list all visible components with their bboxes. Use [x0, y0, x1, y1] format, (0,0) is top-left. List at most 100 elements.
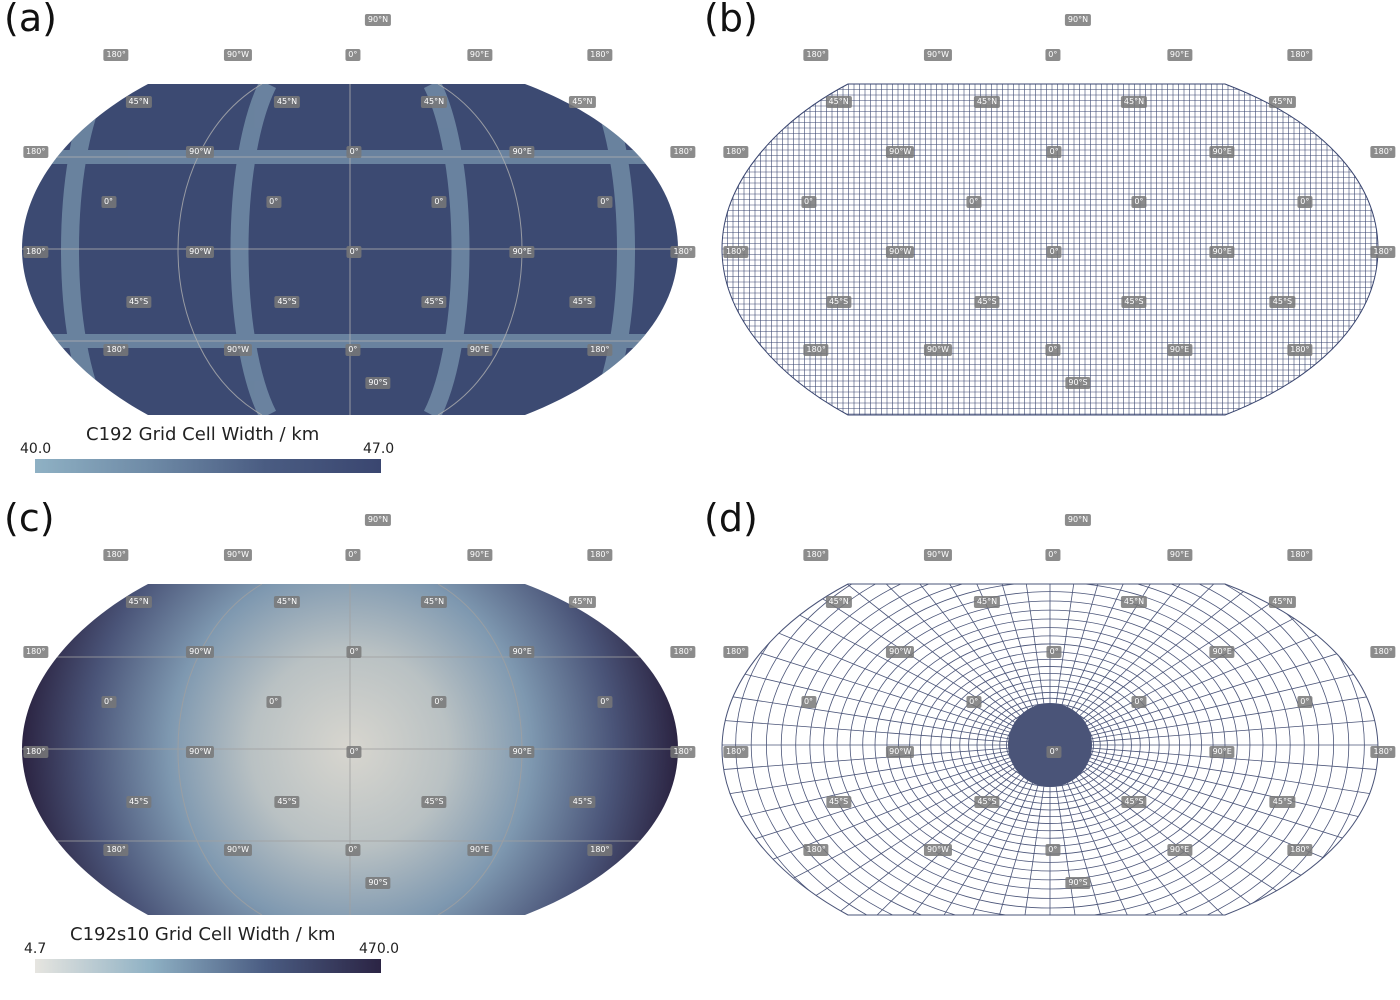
graticule-label: 90°E — [509, 246, 535, 258]
graticule-label: 90°E — [1209, 746, 1235, 758]
graticule-label: 0° — [1131, 196, 1147, 208]
graticule-label: 180° — [23, 246, 49, 258]
graticule-label: 0° — [346, 146, 362, 158]
graticule-label: 0° — [800, 696, 817, 708]
graticule-label: 90°E — [509, 146, 535, 158]
graticule-label: 90°S — [1065, 877, 1091, 889]
graticule-label: 0° — [966, 696, 982, 708]
graticule-label: 90°W — [186, 246, 215, 258]
graticule-label: 90°W — [223, 549, 253, 561]
graticule-label: 0° — [597, 696, 613, 708]
graticule-label: 90°E — [1209, 246, 1235, 258]
graticule-label: 45°S — [569, 296, 596, 308]
graticule-label: 90°W — [886, 146, 915, 158]
graticule-label: 180° — [103, 49, 129, 61]
graticule-label: 45°S — [974, 296, 1000, 308]
graticule-label: 0° — [100, 696, 117, 708]
graticule-label: 45°S — [825, 796, 852, 808]
graticule-label: 90°W — [186, 146, 215, 158]
graticule-label: 0° — [1046, 146, 1062, 158]
graticule-label: 90°W — [223, 49, 253, 61]
graticule-label: 180° — [1370, 746, 1396, 758]
graticule-label: 45°N — [569, 96, 596, 108]
graticule-label: 45°N — [1269, 596, 1296, 608]
graticule-label: 0° — [266, 696, 282, 708]
graticule-label: 0° — [1297, 696, 1313, 708]
graticule-label: 0° — [345, 549, 361, 561]
graticule-label: 90°E — [1166, 49, 1193, 61]
graticule-label: 180° — [803, 844, 829, 856]
graticule-label: 0° — [1045, 844, 1061, 856]
graticule-label: 180° — [1370, 646, 1396, 658]
graticule-label: 0° — [100, 196, 117, 208]
graticule-label: 90°S — [1065, 377, 1091, 389]
graticule-label: 45°N — [973, 596, 1001, 608]
graticule-label: 0° — [346, 746, 362, 758]
colorbar — [35, 959, 381, 973]
graticule-label: 180° — [1370, 246, 1396, 258]
graticule-label: 180° — [23, 146, 49, 158]
graticule-label: 45°N — [273, 96, 301, 108]
panel-letter: (b) — [704, 0, 758, 40]
graticule-label: 180° — [587, 549, 613, 561]
graticule-label: 90°W — [923, 549, 953, 561]
graticule-label: 90°W — [923, 344, 953, 356]
panel-b: (b) 90°N 180° 90°W 0° 90°E 180° 45°N 45°N 45°N 45… — [700, 0, 1400, 500]
graticule-label: 180° — [803, 49, 829, 61]
graticule-label: 45°S — [1121, 296, 1147, 308]
dense-core — [1008, 703, 1092, 787]
graticule-label: 45°N — [1269, 96, 1296, 108]
graticule-label: 0° — [597, 196, 613, 208]
graticule-label: 90°E — [1166, 549, 1193, 561]
graticule-label: 0° — [345, 344, 361, 356]
graticule-label: 180° — [1287, 549, 1313, 561]
graticule-label: 0° — [345, 844, 361, 856]
graticule-label: 180° — [23, 646, 49, 658]
graticule-label: 45°N — [420, 596, 448, 608]
colorbar-title: C192 Grid Cell Width / km — [86, 424, 320, 445]
graticule-label: 180° — [723, 646, 749, 658]
graticule-label: 45°N — [569, 596, 596, 608]
graticule-label: 180° — [103, 344, 129, 356]
graticule-label: 180° — [723, 246, 749, 258]
panel-letter: (c) — [4, 496, 55, 540]
map-outline — [721, 83, 1379, 416]
graticule-label: 0° — [1046, 746, 1062, 758]
map-outline — [721, 583, 1379, 916]
colorbar-max: 47.0 — [363, 441, 395, 457]
graticule-label: 90°W — [923, 844, 953, 856]
colorbar-max: 470.0 — [359, 941, 400, 957]
graticule-label: 45°S — [421, 796, 447, 808]
graticule-label: 90°W — [886, 646, 915, 658]
graticule-label: 0° — [800, 196, 817, 208]
panel-a: (a) 90°N 180° 90°W 0° 90°E 180° 45°N 45°N 45°N 45… — [0, 0, 700, 500]
graticule-label: 90°N — [1064, 514, 1092, 526]
graticule-label: 90°E — [1166, 344, 1193, 356]
graticule-label: 90°S — [365, 377, 391, 389]
graticule-label: 90°W — [886, 746, 915, 758]
graticule-label: 180° — [803, 549, 829, 561]
graticule-label: 0° — [345, 49, 361, 61]
graticule-label: 90°W — [886, 246, 915, 258]
colorbar — [35, 459, 381, 473]
graticule-label: 45°S — [1269, 796, 1296, 808]
graticule-label: 90°W — [223, 344, 253, 356]
graticule-label: 0° — [346, 646, 362, 658]
panel-letter: (a) — [4, 0, 57, 40]
graticule-label: 45°S — [274, 296, 300, 308]
graticule-label: 180° — [23, 746, 49, 758]
graticule-label: 90°E — [1166, 844, 1193, 856]
graticule-label: 45°S — [125, 796, 152, 808]
graticule-label: 45°N — [825, 596, 852, 608]
colorbar-title: C192s10 Grid Cell Width / km — [70, 924, 336, 945]
graticule-label: 90°W — [186, 646, 215, 658]
graticule-label: 0° — [1045, 344, 1061, 356]
graticule-label: 180° — [670, 746, 696, 758]
colorbar-min: 4.7 — [24, 941, 47, 957]
graticule-label: 45°N — [1120, 96, 1148, 108]
graticule-label: 45°N — [273, 596, 301, 608]
graticule-label: 45°S — [974, 796, 1000, 808]
graticule-label: 45°S — [421, 296, 447, 308]
graticule-label: 180° — [670, 646, 696, 658]
graticule-label: 90°N — [1064, 14, 1092, 26]
